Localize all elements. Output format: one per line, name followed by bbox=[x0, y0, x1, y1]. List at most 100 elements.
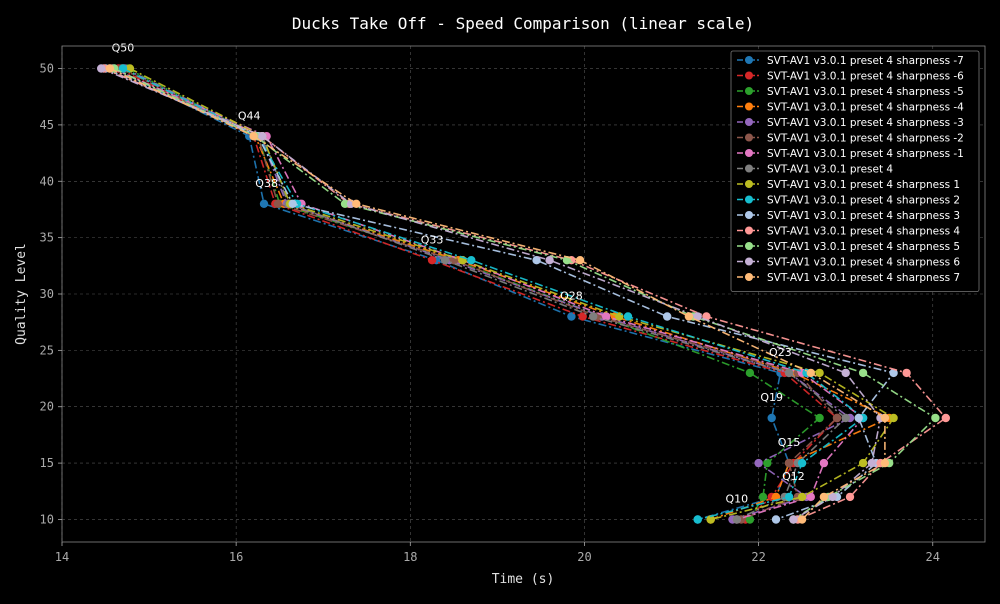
axis-ticks: 14 16 18 20 22 24 10 15 20 25 30 35 40 45 50 bbox=[40, 62, 940, 564]
data-point bbox=[427, 256, 437, 265]
legend-label: SVT-AV1 v3.0.1 preset 4 sharpness -4 bbox=[767, 102, 964, 114]
quality-annotation: Q23 bbox=[769, 346, 792, 359]
data-point bbox=[754, 458, 763, 468]
data-point bbox=[567, 312, 576, 321]
legend-marker bbox=[745, 180, 753, 188]
legend-label: SVT-AV1 v3.0.1 preset 4 sharpness -3 bbox=[767, 117, 964, 129]
data-point bbox=[815, 413, 824, 423]
legend-label: SVT-AV1 v3.0.1 preset 4 sharpness 3 bbox=[767, 210, 960, 222]
data-point bbox=[797, 515, 807, 524]
data-point bbox=[249, 132, 258, 141]
series-line bbox=[109, 67, 847, 521]
data-point bbox=[889, 368, 898, 378]
legend-marker bbox=[745, 211, 753, 219]
legend-marker bbox=[745, 56, 753, 64]
data-point bbox=[819, 458, 829, 468]
y-tick-label: 10 bbox=[40, 512, 54, 526]
legend-label: SVT-AV1 v3.0.1 preset 4 sharpness -1 bbox=[767, 148, 964, 160]
data-point bbox=[288, 199, 297, 208]
data-point bbox=[532, 256, 541, 265]
y-tick-label: 35 bbox=[40, 231, 54, 245]
y-tick-label: 30 bbox=[40, 287, 54, 301]
legend-label: SVT-AV1 v3.0.1 preset 4 sharpness -6 bbox=[767, 71, 964, 83]
data-point bbox=[684, 312, 694, 321]
data-point bbox=[105, 64, 115, 73]
data-point bbox=[784, 458, 794, 468]
data-point bbox=[784, 368, 794, 378]
legend-label: SVT-AV1 v3.0.1 preset 4 sharpness -2 bbox=[767, 133, 964, 145]
legend-marker bbox=[745, 149, 753, 157]
series-14 bbox=[105, 64, 890, 524]
data-point bbox=[784, 492, 794, 502]
x-tick-label: 22 bbox=[751, 550, 765, 564]
data-point bbox=[732, 515, 741, 524]
data-point bbox=[693, 312, 702, 321]
data-point bbox=[602, 312, 611, 321]
data-point bbox=[867, 458, 876, 468]
data-point bbox=[589, 312, 598, 321]
data-point bbox=[931, 413, 940, 423]
data-point bbox=[819, 492, 829, 502]
data-point bbox=[706, 515, 715, 524]
data-point bbox=[467, 256, 476, 265]
data-point bbox=[771, 515, 781, 524]
legend-marker bbox=[745, 164, 753, 173]
series-line bbox=[109, 67, 886, 521]
data-point bbox=[845, 492, 855, 502]
legend-label: SVT-AV1 v3.0.1 preset 4 sharpness 2 bbox=[767, 195, 960, 207]
data-point bbox=[575, 256, 585, 265]
legend-label: SVT-AV1 v3.0.1 preset 4 sharpness 7 bbox=[767, 272, 960, 284]
quality-annotation: Q10 bbox=[726, 493, 749, 506]
x-axis-label: Time (s) bbox=[492, 572, 555, 587]
data-point bbox=[858, 368, 868, 378]
annotations: Q50 Q44 Q38 Q33 Q28 Q23 Q19 Q15 Q12 Q10 bbox=[112, 42, 805, 506]
data-point bbox=[832, 413, 842, 423]
data-point bbox=[352, 199, 361, 208]
data-point bbox=[615, 312, 624, 321]
legend-label: SVT-AV1 v3.0.1 preset 4 sharpness 6 bbox=[767, 257, 960, 269]
series-13 bbox=[97, 64, 885, 524]
y-tick-label: 20 bbox=[40, 400, 54, 414]
data-point bbox=[941, 413, 950, 423]
legend-marker bbox=[745, 118, 753, 126]
y-tick-label: 45 bbox=[40, 118, 54, 132]
y-tick-label: 50 bbox=[40, 62, 54, 76]
data-point bbox=[258, 132, 267, 141]
data-point bbox=[767, 413, 776, 423]
data-point bbox=[828, 492, 837, 502]
series-line bbox=[113, 67, 937, 521]
y-tick-label: 25 bbox=[40, 343, 54, 357]
series-line bbox=[126, 67, 821, 520]
data-point bbox=[273, 199, 283, 208]
data-point bbox=[806, 368, 815, 378]
legend-marker bbox=[745, 273, 753, 281]
legend-marker bbox=[745, 242, 753, 250]
y-tick-label: 40 bbox=[40, 174, 54, 188]
chart-title: Ducks Take Off - Speed Comparison (linea… bbox=[292, 14, 754, 33]
x-tick-label: 16 bbox=[229, 550, 243, 564]
data-point bbox=[789, 515, 798, 524]
legend-marker bbox=[745, 226, 753, 235]
legend-marker bbox=[745, 71, 753, 80]
y-tick-label: 15 bbox=[40, 456, 54, 470]
legend-marker bbox=[745, 195, 753, 204]
series-9 bbox=[118, 64, 868, 524]
legend-label: SVT-AV1 v3.0.1 preset 4 bbox=[767, 164, 893, 176]
data-point bbox=[841, 413, 850, 423]
legend-marker bbox=[745, 133, 753, 142]
legend-box bbox=[730, 50, 980, 292]
x-tick-label: 24 bbox=[926, 550, 940, 564]
data-point bbox=[902, 368, 911, 378]
quality-annotation: Q33 bbox=[421, 233, 444, 246]
legend-marker bbox=[745, 257, 753, 266]
data-point bbox=[259, 199, 269, 208]
y-axis-label: Quality Level bbox=[14, 243, 29, 345]
quality-annotation: Q12 bbox=[782, 470, 805, 483]
data-point bbox=[797, 458, 807, 468]
data-point bbox=[97, 64, 106, 73]
data-point bbox=[889, 413, 898, 423]
data-point bbox=[763, 458, 772, 468]
quality-annotation: Q28 bbox=[560, 290, 583, 303]
series-line bbox=[100, 67, 882, 521]
